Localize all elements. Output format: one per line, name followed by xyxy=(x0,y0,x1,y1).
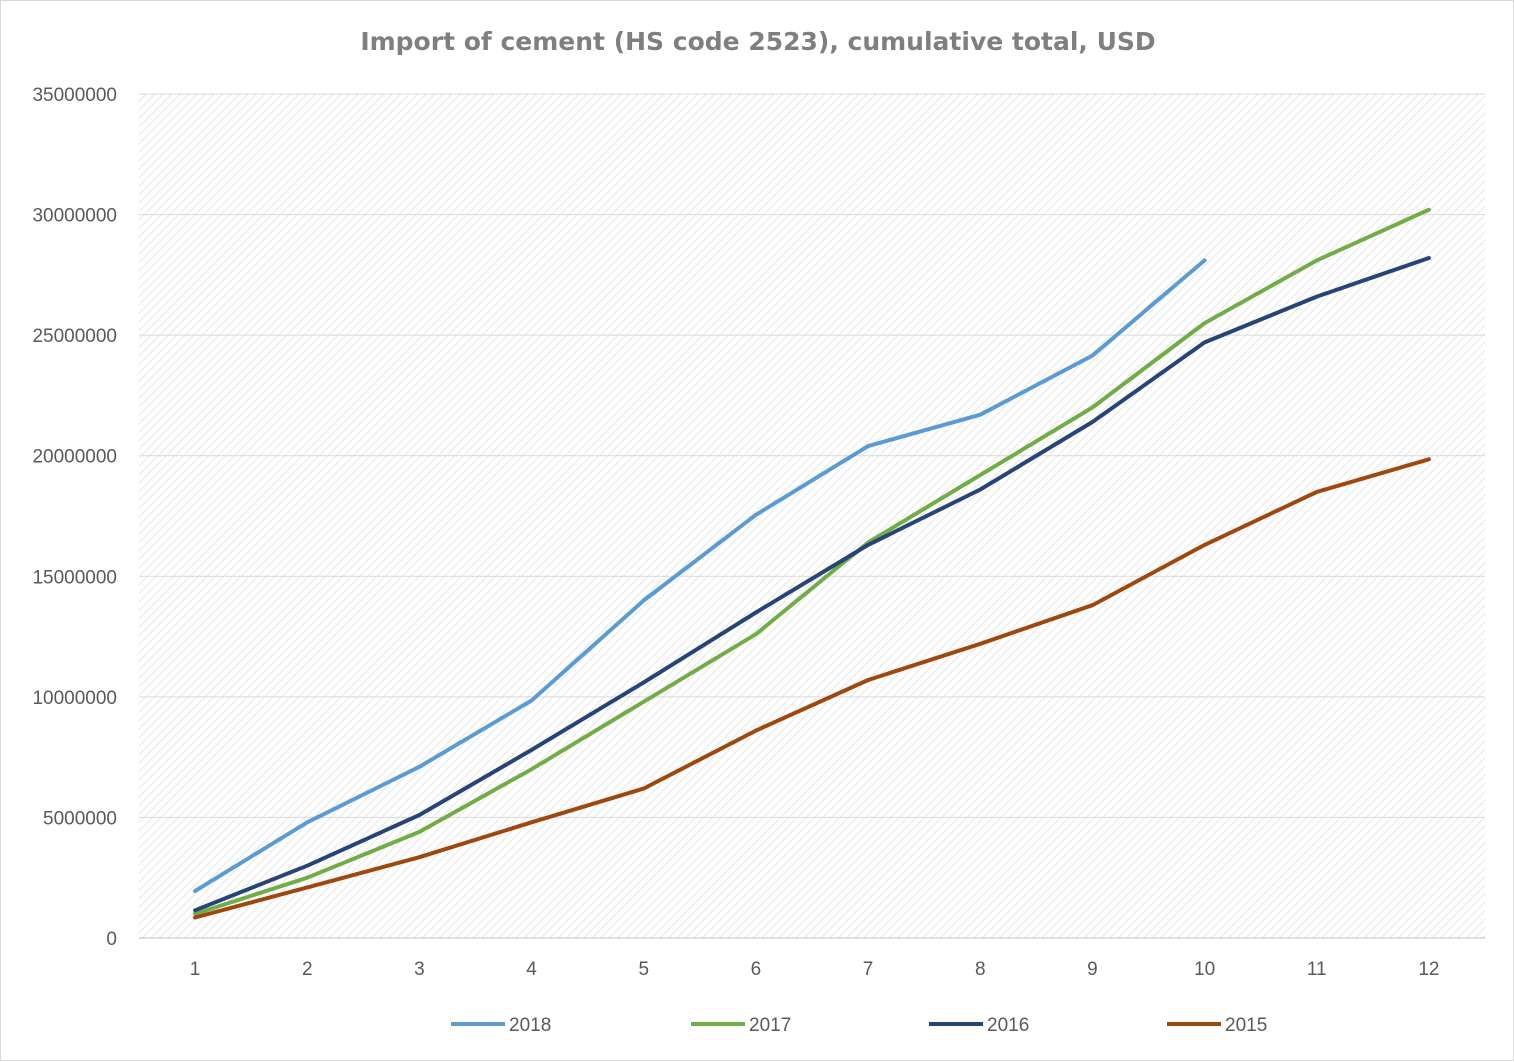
x-tick-label: 12 xyxy=(1418,959,1439,980)
legend: 2018 2017 2016 2015 xyxy=(451,1015,1267,1036)
x-tick-label: 8 xyxy=(975,959,986,980)
series-line-2017 xyxy=(193,207,1431,916)
x-tick-label: 9 xyxy=(1087,959,1098,980)
y-tick-label: 20000000 xyxy=(32,447,117,468)
y-tick-label: 25000000 xyxy=(32,326,117,347)
y-tick-label: 15000000 xyxy=(32,567,117,588)
y-tick-label: 30000000 xyxy=(32,206,117,227)
gridlines xyxy=(139,93,1485,939)
x-tick-label: 11 xyxy=(1307,959,1327,980)
plot-area xyxy=(139,94,1485,938)
x-tick-label: 1 xyxy=(190,959,201,980)
series-lines xyxy=(193,207,1431,920)
x-tick-label: 5 xyxy=(638,959,649,980)
legend-label-2015: 2015 xyxy=(1225,1015,1267,1036)
x-tick-label: 7 xyxy=(863,959,874,980)
series-line-2016 xyxy=(193,256,1431,913)
legend-label-2016: 2016 xyxy=(987,1015,1029,1036)
y-tick-label: 35000000 xyxy=(32,85,117,106)
legend-label-2017: 2017 xyxy=(749,1015,791,1036)
chart-title: Import of cement (HS code 2523), cumulat… xyxy=(360,27,1156,56)
x-tick-label: 3 xyxy=(414,959,425,980)
x-axis-ticks: 1 2 3 4 5 6 7 8 9 10 11 12 xyxy=(190,959,1440,980)
y-tick-label: 0 xyxy=(106,929,117,950)
legend-label-2018: 2018 xyxy=(509,1015,551,1036)
x-tick-label: 2 xyxy=(302,959,313,980)
x-tick-label: 4 xyxy=(526,959,537,980)
series-line-2018 xyxy=(193,258,1207,893)
x-tick-label: 10 xyxy=(1194,959,1215,980)
x-tick-label: 6 xyxy=(751,959,762,980)
series-line-2015 xyxy=(193,457,1431,920)
y-tick-label: 10000000 xyxy=(32,688,117,709)
y-tick-label: 5000000 xyxy=(43,808,117,829)
y-axis-ticks: 0 5000000 10000000 15000000 20000000 25000000… xyxy=(32,85,117,950)
